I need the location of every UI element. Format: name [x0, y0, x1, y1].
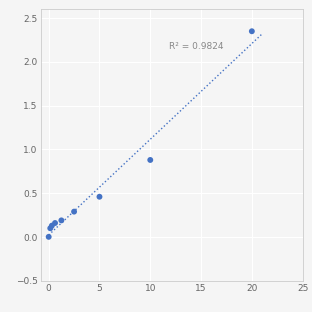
Point [48, 226, 53, 231]
Point [49, 223, 54, 228]
Point [59, 218, 64, 223]
Point [71, 209, 76, 214]
Text: R² = 0.9824: R² = 0.9824 [168, 42, 223, 51]
Point [52, 221, 57, 226]
Point [97, 194, 102, 199]
Point [249, 29, 254, 34]
Point [148, 158, 153, 163]
Point [46, 234, 51, 239]
